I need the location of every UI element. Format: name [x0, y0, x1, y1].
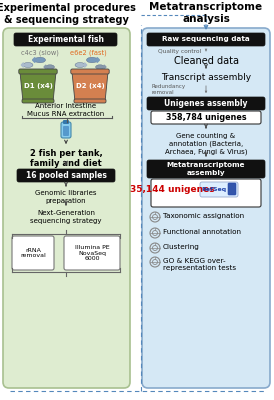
FancyBboxPatch shape: [61, 122, 71, 138]
FancyBboxPatch shape: [228, 183, 236, 195]
Text: RefSeq: RefSeq: [201, 186, 227, 192]
Text: e6e2 (fast): e6e2 (fast): [70, 49, 106, 56]
Text: Experimental fish: Experimental fish: [27, 35, 104, 44]
Text: D1 (x4): D1 (x4): [24, 83, 52, 89]
Ellipse shape: [23, 62, 33, 68]
FancyBboxPatch shape: [147, 33, 265, 46]
FancyBboxPatch shape: [147, 160, 265, 178]
FancyBboxPatch shape: [74, 99, 106, 103]
FancyBboxPatch shape: [3, 28, 130, 388]
Polygon shape: [97, 58, 99, 62]
Text: Gene counting &
annotation (Bacteria,
Archaea, Fungi & Virus): Gene counting & annotation (Bacteria, Ar…: [165, 133, 247, 155]
Text: Anterior Intestine
Mucus RNA extraction: Anterior Intestine Mucus RNA extraction: [27, 103, 105, 116]
FancyBboxPatch shape: [17, 169, 115, 182]
Text: Raw sequencing data: Raw sequencing data: [162, 36, 250, 42]
Text: Unigenes assembly: Unigenes assembly: [164, 99, 248, 108]
Text: Genomic libraries
preparation: Genomic libraries preparation: [35, 190, 97, 204]
FancyBboxPatch shape: [14, 33, 117, 46]
Text: D2 (x4): D2 (x4): [76, 83, 104, 89]
Polygon shape: [20, 72, 56, 100]
FancyBboxPatch shape: [71, 69, 109, 74]
Text: Transcript assembly: Transcript assembly: [161, 73, 251, 82]
Text: 35,144 unigenes: 35,144 unigenes: [130, 184, 214, 194]
FancyBboxPatch shape: [19, 69, 57, 74]
Polygon shape: [104, 65, 106, 69]
Text: Cleaned data: Cleaned data: [173, 56, 238, 66]
Ellipse shape: [75, 62, 85, 68]
Text: c4c3 (slow): c4c3 (slow): [21, 49, 59, 56]
Text: Functional annotation: Functional annotation: [163, 229, 241, 235]
Text: 2 fish per tank,
family and diet: 2 fish per tank, family and diet: [30, 149, 102, 168]
Polygon shape: [21, 63, 24, 67]
Text: 16 pooled samples: 16 pooled samples: [25, 171, 106, 180]
Text: Metatranscriptome
assembly: Metatranscriptome assembly: [167, 162, 245, 176]
FancyBboxPatch shape: [22, 99, 54, 103]
Text: Metatranscriptome
analysis: Metatranscriptome analysis: [149, 2, 262, 24]
FancyBboxPatch shape: [64, 236, 120, 270]
Polygon shape: [72, 72, 108, 100]
Text: Experimental procedures
& sequencing strategy: Experimental procedures & sequencing str…: [0, 3, 135, 25]
FancyBboxPatch shape: [63, 126, 69, 136]
Text: Taxonomic assignation: Taxonomic assignation: [163, 213, 244, 219]
FancyBboxPatch shape: [12, 236, 54, 270]
Text: rRNA
removal: rRNA removal: [20, 248, 46, 258]
Text: Redundancy
removal: Redundancy removal: [152, 84, 186, 95]
Text: Illumina PE
NovaSeq
6000: Illumina PE NovaSeq 6000: [75, 245, 109, 261]
Ellipse shape: [96, 65, 104, 69]
Text: 358,784 unigenes: 358,784 unigenes: [166, 113, 246, 122]
FancyBboxPatch shape: [147, 97, 265, 110]
Text: Clustering: Clustering: [163, 244, 200, 250]
Ellipse shape: [87, 57, 98, 63]
FancyBboxPatch shape: [151, 179, 261, 207]
Ellipse shape: [45, 65, 55, 69]
Polygon shape: [44, 65, 46, 69]
Text: Next-Generation
sequencing strategy: Next-Generation sequencing strategy: [30, 210, 102, 224]
Polygon shape: [33, 58, 35, 62]
FancyBboxPatch shape: [200, 182, 238, 197]
FancyBboxPatch shape: [151, 111, 261, 124]
FancyBboxPatch shape: [63, 120, 69, 124]
Polygon shape: [84, 63, 87, 67]
Text: GO & KEGG over-
representation tests: GO & KEGG over- representation tests: [163, 258, 236, 271]
Ellipse shape: [35, 57, 45, 63]
FancyBboxPatch shape: [142, 28, 270, 388]
Text: Quality control: Quality control: [158, 49, 201, 54]
